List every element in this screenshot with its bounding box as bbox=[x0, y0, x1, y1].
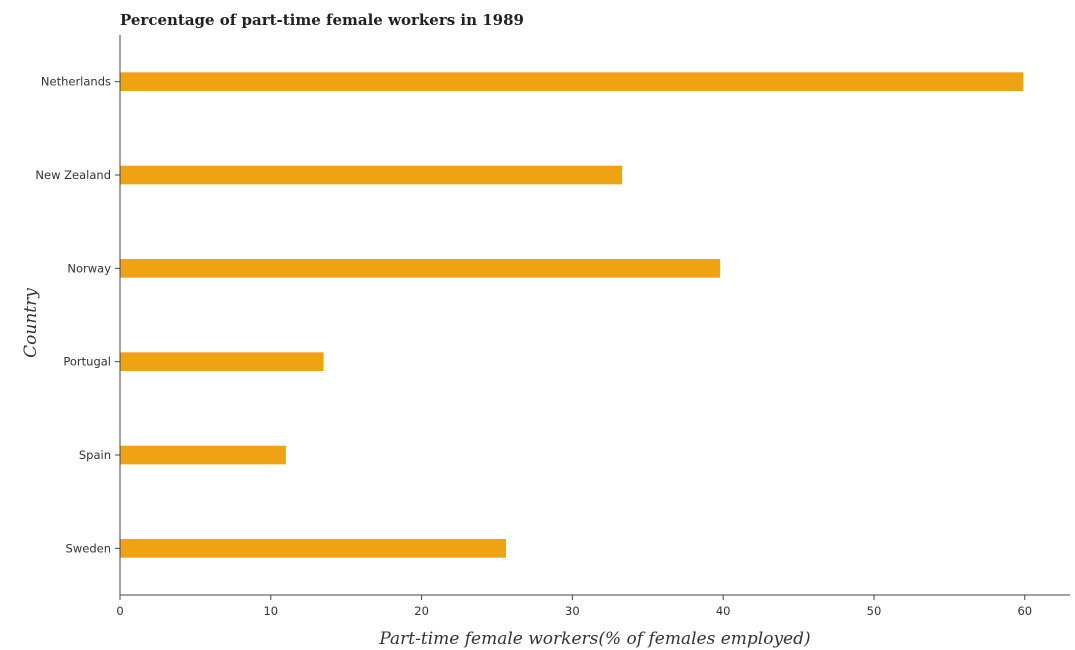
x-axis-label: Part-time female workers(% of females em… bbox=[378, 629, 810, 649]
x-tick-label: 60 bbox=[1017, 604, 1032, 618]
bar-norway bbox=[120, 259, 721, 278]
y-tick-label: Netherlands bbox=[41, 75, 111, 89]
y-tick-label: Norway bbox=[67, 261, 111, 275]
plot-area: Netherlands New Zealand Norway Portugal Spai… bbox=[35, 35, 1070, 618]
bar-portugal bbox=[120, 352, 324, 371]
x-tick-label: 30 bbox=[565, 604, 580, 618]
bar-sweden bbox=[120, 539, 507, 558]
bar-netherlands bbox=[120, 72, 1024, 91]
y-tick-label: New Zealand bbox=[35, 168, 111, 182]
y-tick-label: Spain bbox=[79, 448, 111, 462]
chart-title: Percentage of part-time female workers i… bbox=[120, 11, 524, 29]
y-tick-label: Sweden bbox=[66, 541, 111, 555]
x-tick-label: 0 bbox=[116, 604, 123, 618]
bar-spain bbox=[120, 445, 286, 465]
y-axis-label: Country bbox=[21, 288, 41, 358]
x-tick-label: 20 bbox=[414, 604, 429, 618]
x-tick-label: 40 bbox=[716, 604, 731, 618]
x-tick-label: 50 bbox=[867, 604, 882, 618]
y-tick-label: Portugal bbox=[63, 355, 111, 369]
bar-new-zealand bbox=[120, 165, 623, 185]
x-tick-label: 10 bbox=[263, 604, 278, 618]
